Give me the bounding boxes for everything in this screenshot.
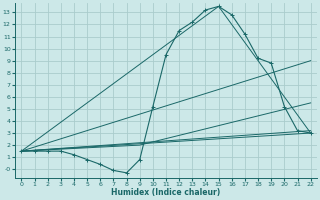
X-axis label: Humidex (Indice chaleur): Humidex (Indice chaleur)	[111, 188, 221, 197]
